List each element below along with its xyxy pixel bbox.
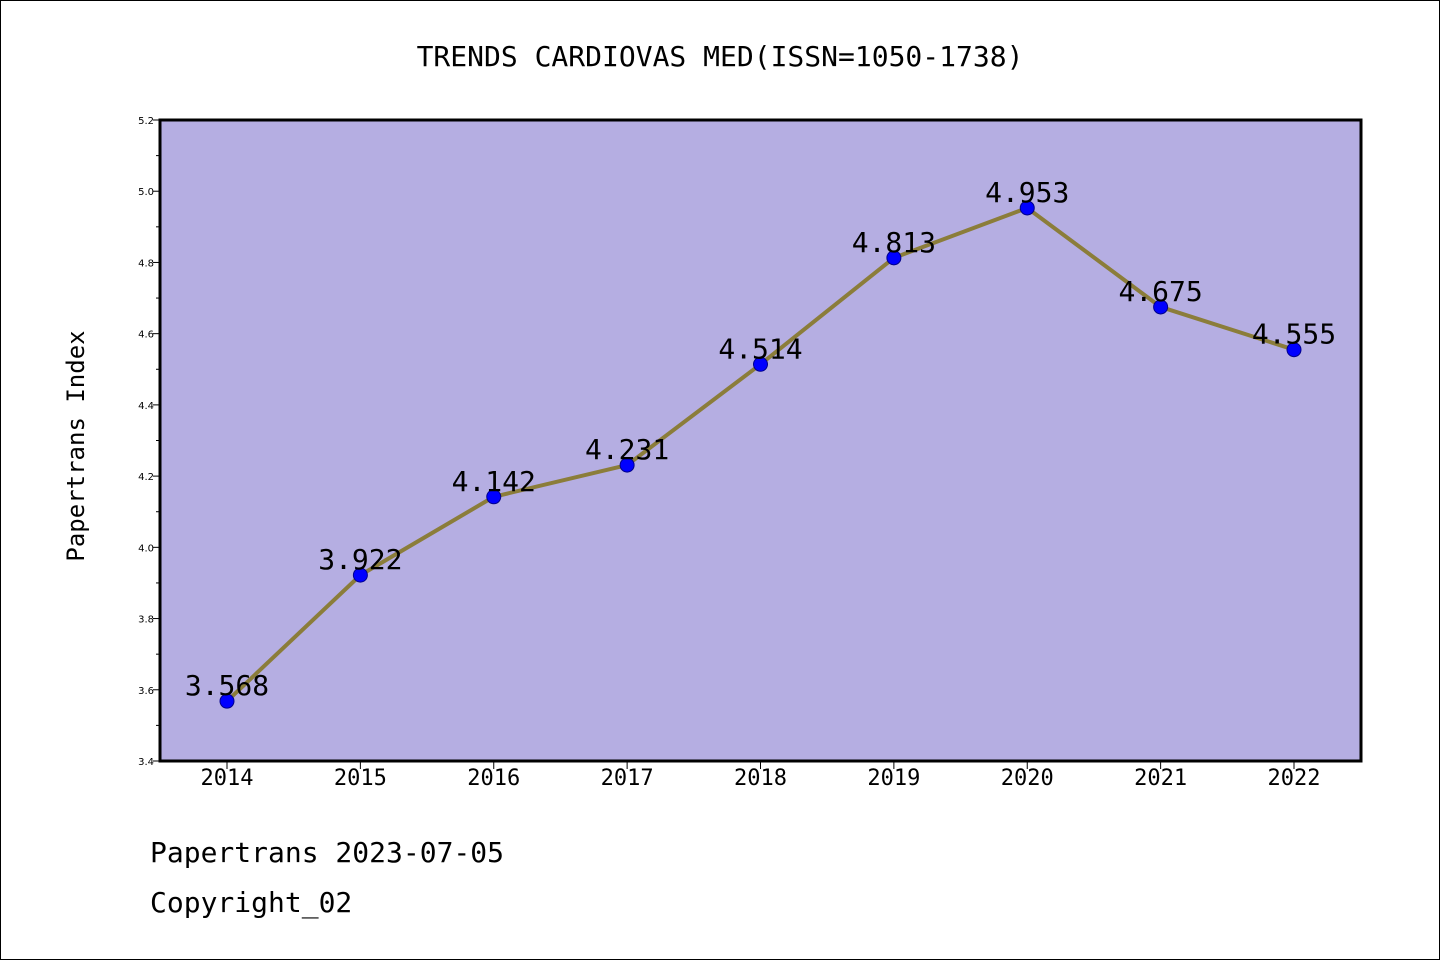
- data-label: 4.514: [718, 332, 802, 365]
- y-tick-label: 4.2: [138, 472, 154, 483]
- y-tick-label: 4.4: [138, 401, 154, 412]
- data-point: [1019, 200, 1035, 216]
- y-tick-label: 5.2: [138, 116, 154, 127]
- data-point: [619, 457, 635, 473]
- data-point: [219, 693, 235, 709]
- x-tick-label: 2020: [1001, 766, 1054, 791]
- y-tick-label: 5.0: [138, 187, 154, 198]
- x-tick-label: 2014: [201, 766, 254, 791]
- data-labels: 3.568 3.922 4.142 4.231 4.514 4.813 4.953 4.675…: [185, 176, 1336, 702]
- data-label: 3.568: [185, 669, 269, 702]
- x-tick-label: 2017: [601, 766, 654, 791]
- y-tick-label: 4.8: [138, 258, 154, 269]
- data-label: 4.953: [985, 176, 1069, 209]
- x-tick-label: 2019: [867, 766, 920, 791]
- data-point: [486, 489, 502, 505]
- chart-title: TRENDS CARDIOVAS MED(ISSN=1050-1738): [417, 40, 1024, 73]
- y-tick-label: 3.6: [138, 686, 154, 697]
- data-label: 4.675: [1118, 275, 1202, 308]
- x-tick-label: 2022: [1268, 766, 1321, 791]
- y-axis-ticks: 3.4 3.6 3.8 4.0 4.2 4.4 4.6 4.8 5.0 5.2: [138, 116, 160, 768]
- y-tick-label: 4.0: [138, 543, 154, 554]
- y-tick-label: 3.8: [138, 615, 154, 626]
- data-point: [1286, 342, 1302, 358]
- series-markers: [219, 200, 1302, 709]
- x-axis-ticks: 2014 2015 2016 2017 2018 2019 2020 2021 2022: [201, 761, 1321, 791]
- x-tick-label: 2021: [1134, 766, 1187, 791]
- y-tick-label: 3.4: [138, 757, 154, 768]
- x-tick-label: 2018: [734, 766, 787, 791]
- data-label: 4.142: [452, 465, 536, 498]
- data-point: [1153, 299, 1169, 315]
- data-label: 4.813: [852, 226, 936, 259]
- data-point: [352, 567, 368, 583]
- data-label: 4.231: [585, 433, 669, 466]
- data-point: [753, 356, 768, 372]
- footer-date: Papertrans 2023-07-05: [150, 836, 505, 869]
- data-label: 3.922: [318, 543, 402, 576]
- x-tick-label: 2015: [334, 766, 387, 791]
- plot-area: [158, 118, 1363, 763]
- y-axis-label: Papertrans Index: [62, 330, 90, 561]
- y-tick-label: 4.6: [138, 330, 154, 341]
- x-tick-label: 2016: [467, 766, 520, 791]
- footer-copyright: Copyright_02: [150, 886, 353, 919]
- data-point: [886, 250, 902, 266]
- data-label: 4.555: [1252, 318, 1336, 351]
